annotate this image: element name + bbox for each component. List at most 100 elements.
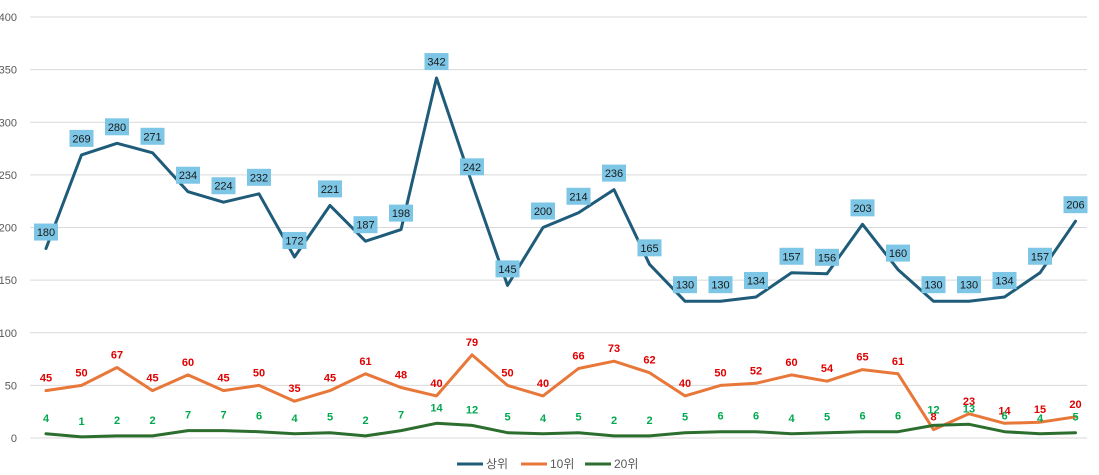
data-label: 54 bbox=[821, 363, 834, 375]
y-tick-label: 250 bbox=[0, 170, 17, 182]
data-label: 269 bbox=[72, 133, 90, 145]
data-label: 65 bbox=[856, 352, 868, 364]
data-label: 280 bbox=[108, 122, 126, 134]
data-label: 232 bbox=[250, 172, 268, 184]
data-label: 134 bbox=[995, 275, 1013, 287]
data-label-box bbox=[921, 276, 946, 294]
data-label: 198 bbox=[392, 208, 410, 220]
data-label-box bbox=[779, 247, 804, 265]
data-label: 7 bbox=[220, 410, 226, 422]
data-label: 4 bbox=[43, 413, 50, 425]
y-tick-label: 400 bbox=[0, 12, 17, 24]
data-label: 242 bbox=[463, 162, 481, 174]
data-label: 221 bbox=[321, 184, 339, 196]
data-label-box bbox=[176, 166, 200, 184]
data-label: 180 bbox=[37, 227, 55, 239]
data-label-box bbox=[850, 199, 875, 217]
data-label-box bbox=[1063, 196, 1088, 214]
data-label-box bbox=[992, 271, 1017, 289]
data-label: 156 bbox=[818, 252, 836, 264]
data-label: 4 bbox=[291, 413, 298, 425]
data-label-box bbox=[886, 244, 910, 262]
data-label: 45 bbox=[146, 373, 158, 385]
data-label: 2 bbox=[362, 415, 368, 427]
data-label-box bbox=[602, 164, 626, 182]
data-label: 4 bbox=[788, 413, 795, 425]
series-lines bbox=[44, 76, 1077, 439]
data-label: 8 bbox=[930, 412, 936, 424]
data-label: 342 bbox=[427, 57, 445, 69]
data-label: 157 bbox=[782, 251, 800, 263]
data-label: 4 bbox=[1037, 413, 1044, 425]
y-axis: 0 50 100 150 200 250 300 350 400 bbox=[0, 12, 17, 445]
data-label: 23 bbox=[963, 396, 975, 408]
data-label: 52 bbox=[750, 365, 762, 377]
data-label-box bbox=[389, 204, 413, 222]
data-label: 40 bbox=[679, 378, 691, 390]
data-label-box bbox=[140, 127, 165, 145]
data-label: 45 bbox=[40, 373, 52, 385]
data-label-box bbox=[318, 180, 342, 198]
data-label: 7 bbox=[185, 410, 191, 422]
data-label: 35 bbox=[288, 383, 300, 395]
data-label: 2 bbox=[611, 415, 617, 427]
data-label-box bbox=[460, 158, 484, 176]
data-label: 66 bbox=[572, 351, 584, 363]
data-label: 2 bbox=[149, 415, 155, 427]
series-line-1 bbox=[44, 76, 1077, 303]
data-label-box bbox=[637, 239, 662, 257]
data-label: 130 bbox=[676, 280, 694, 292]
data-label: 40 bbox=[430, 378, 442, 390]
data-label: 5 bbox=[824, 412, 830, 424]
data-label: 165 bbox=[640, 243, 658, 255]
data-label: 130 bbox=[711, 280, 729, 292]
data-label: 13 bbox=[963, 403, 975, 415]
data-label-box bbox=[105, 118, 129, 136]
y-tick-label: 300 bbox=[0, 117, 17, 129]
y-tick-label: 50 bbox=[5, 380, 17, 392]
data-label: 206 bbox=[1066, 200, 1084, 212]
data-label: 234 bbox=[179, 170, 197, 182]
data-label: 60 bbox=[182, 357, 194, 369]
data-label: 50 bbox=[253, 367, 265, 379]
data-label: 14 bbox=[998, 405, 1011, 417]
data-label: 172 bbox=[285, 235, 303, 247]
data-label: 214 bbox=[569, 191, 587, 203]
data-label-box bbox=[744, 271, 768, 289]
data-label-box bbox=[211, 177, 236, 195]
data-label: 203 bbox=[853, 203, 871, 215]
data-label: 5 bbox=[327, 412, 333, 424]
data-label: 145 bbox=[498, 264, 516, 276]
data-label: 12 bbox=[927, 404, 939, 416]
data-label-box bbox=[566, 187, 591, 205]
legend-label-3: 20위 bbox=[614, 457, 638, 471]
y-tick-label: 150 bbox=[0, 275, 17, 287]
data-label: 2 bbox=[646, 415, 652, 427]
data-label: 67 bbox=[111, 349, 123, 361]
data-label: 200 bbox=[534, 206, 552, 218]
data-label-box bbox=[708, 276, 733, 294]
data-label-box bbox=[424, 53, 449, 71]
y-tick-label: 200 bbox=[0, 223, 17, 235]
data-label: 7 bbox=[398, 410, 404, 422]
data-label: 6 bbox=[859, 411, 865, 423]
data-label: 12 bbox=[466, 404, 478, 416]
data-label: 6 bbox=[895, 411, 901, 423]
data-label-box bbox=[957, 276, 981, 294]
data-label: 130 bbox=[960, 280, 978, 292]
data-label: 60 bbox=[785, 357, 797, 369]
data-label: 50 bbox=[714, 367, 726, 379]
data-label-box bbox=[495, 260, 520, 278]
data-label: 2 bbox=[114, 415, 120, 427]
data-label: 236 bbox=[605, 168, 623, 180]
series-line-2 bbox=[44, 353, 1077, 432]
gridlines bbox=[30, 16, 1087, 439]
y-tick-label: 100 bbox=[0, 328, 17, 340]
data-label: 50 bbox=[501, 367, 513, 379]
data-label: 6 bbox=[753, 411, 759, 423]
data-label: 160 bbox=[889, 248, 907, 260]
data-label: 62 bbox=[643, 355, 655, 367]
data-label: 224 bbox=[214, 181, 232, 193]
data-label: 1 bbox=[78, 416, 84, 428]
data-label-box bbox=[815, 248, 839, 266]
